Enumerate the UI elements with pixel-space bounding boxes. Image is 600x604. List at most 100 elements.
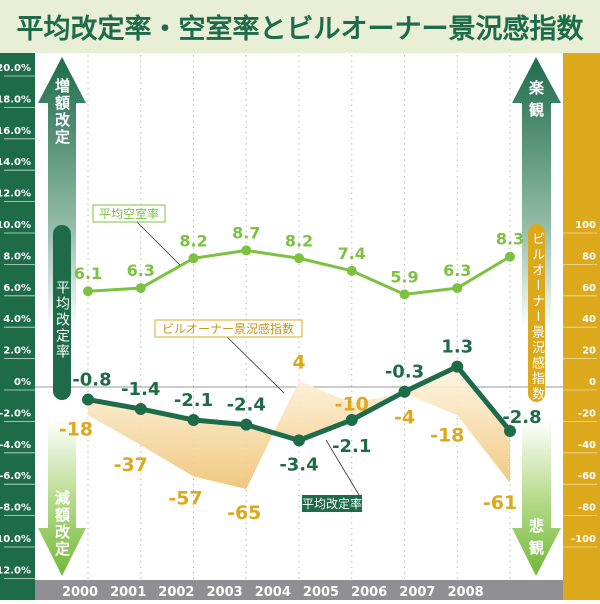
x-tick-label: 2000 <box>62 585 98 600</box>
right-tick-label: -100 <box>571 534 596 545</box>
left-tick-label: -12.0% <box>0 565 31 576</box>
rate-point <box>451 360 464 373</box>
vacancy-point <box>188 253 199 264</box>
vacancy-data-label: 8.2 <box>179 231 207 250</box>
vacancy-data-label: 7.4 <box>338 244 366 263</box>
callout-index-box <box>154 319 303 338</box>
rate-data-label: -2.8 <box>502 407 541 428</box>
left-tick-label: 14.0% <box>0 157 31 168</box>
left-tick-label: 18.0% <box>0 94 31 105</box>
header-background <box>0 0 600 53</box>
left-tick-label: -2.0% <box>0 408 31 419</box>
left-tick-label: -10.0% <box>0 534 31 545</box>
rate-point <box>293 434 305 447</box>
index-data-label: -57 <box>168 487 202 509</box>
left-tick-label: 12.0% <box>0 189 31 200</box>
vacancy-point <box>452 283 463 294</box>
vacancy-data-label: 6.3 <box>127 261 155 280</box>
right-axis-strip <box>563 53 600 600</box>
right-down-arrow: 悲観 <box>512 420 561 576</box>
x-tick-label: 2004 <box>255 585 291 600</box>
left-down-arrow: 減額改定 <box>38 420 86 576</box>
vacancy-data-label: 8.3 <box>496 230 524 249</box>
x-tick-label: 2002 <box>158 585 194 600</box>
vacancy-data-label: 8.2 <box>285 231 313 250</box>
x-tick-label: 2008 <box>448 585 484 600</box>
left-tick-label: 10.0% <box>0 220 31 231</box>
rate-point <box>240 418 253 431</box>
right-axis-pill <box>528 224 545 402</box>
right-tick-label: -20 <box>578 408 596 419</box>
vacancy-data-label: 6.3 <box>443 261 471 280</box>
right-tick-label: -40 <box>578 440 596 451</box>
callout-index-leader <box>219 329 285 394</box>
index-data-label: -61 <box>483 492 517 514</box>
right-tick-label: 100 <box>575 220 596 231</box>
left-up-arrow-label: 増額改定 <box>53 77 71 146</box>
index-data-label: -18 <box>430 424 464 446</box>
right-axis-pill-label: ビルオーナー景況感指数 <box>529 232 545 403</box>
vacancy-point <box>83 286 93 297</box>
callout-vacancy-label: 平均空室率 <box>99 206 159 221</box>
rate-point <box>187 413 200 426</box>
rate-data-label: -2.1 <box>174 390 213 411</box>
rate-point <box>82 393 94 406</box>
rate-data-label: -0.8 <box>72 370 111 391</box>
rate-data-label: -2.4 <box>227 395 266 416</box>
vacancy-point <box>505 251 515 262</box>
left-tick-label: -8.0% <box>0 503 31 514</box>
left-axis-pill <box>53 225 71 400</box>
vacancy-point <box>241 245 252 256</box>
right-up-arrow: 楽観 <box>512 57 561 330</box>
index-data-label: -37 <box>114 454 148 476</box>
left-tick-label: 6.0% <box>3 283 31 294</box>
left-up-arrow: 増額改定 <box>38 57 86 330</box>
right-tick-label: 60 <box>582 283 596 294</box>
vacancy-data-label: 8.7 <box>232 223 260 242</box>
vacancy-data-label: 5.9 <box>390 267 418 286</box>
right-tick-label: -80 <box>578 503 596 514</box>
x-tick-label: 2006 <box>351 585 387 600</box>
x-tick-label: 2003 <box>207 585 243 600</box>
x-tick-label: 2001 <box>110 585 146 600</box>
left-tick-label: 2.0% <box>3 346 31 357</box>
right-tick-label: 40 <box>582 314 596 325</box>
rate-data-label: -1.4 <box>121 379 160 400</box>
rate-point <box>134 402 147 415</box>
left-tick-label: 16.0% <box>0 126 31 137</box>
left-axis-pill-label: 平均改定率 <box>54 280 70 360</box>
rate-data-label: -2.1 <box>332 436 371 457</box>
rate-data-label: -0.3 <box>385 362 424 383</box>
right-tick-label: 80 <box>582 251 596 262</box>
right-tick-label: 20 <box>582 346 596 357</box>
left-tick-label: 20.0% <box>0 63 31 74</box>
index-data-label: -10 <box>335 394 369 416</box>
left-down-arrow-label: 減額改定 <box>53 490 71 558</box>
left-tick-label: -4.0% <box>0 440 31 451</box>
callout-index-label: ビルオーナー景況感指数 <box>162 321 294 336</box>
vacancy-point <box>399 289 410 300</box>
right-up-arrow-label: 楽観 <box>527 79 545 124</box>
callout-vacancy-box <box>92 204 166 223</box>
callout-rate-label: 平均改定率 <box>302 496 362 511</box>
callout-rate-leader <box>325 439 363 501</box>
right-tick-label: -60 <box>578 471 596 482</box>
index-data-label: -18 <box>59 418 93 440</box>
left-tick-label: 8.0% <box>3 251 31 262</box>
left-axis-strip <box>0 53 35 600</box>
index-data-label: -65 <box>227 502 261 524</box>
callout-vacancy-leader <box>129 214 181 266</box>
rate-data-label: 1.3 <box>441 337 473 358</box>
chart-title: 平均改定率・空室率とビルオーナー景況感指数 <box>17 13 585 45</box>
vacancy-data-label: 6.1 <box>74 264 102 283</box>
left-tick-label: 0% <box>14 377 31 388</box>
x-tick-label: 2005 <box>303 585 339 600</box>
vacancy-point <box>294 253 304 264</box>
rate-point <box>504 424 516 437</box>
rate-point <box>345 413 358 426</box>
index-area <box>88 366 510 490</box>
right-down-arrow-label: 悲観 <box>527 517 545 562</box>
right-tick-label: 0 <box>589 377 596 388</box>
vacancy-point <box>135 283 146 294</box>
